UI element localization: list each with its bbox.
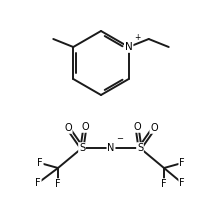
Text: S: S [137, 143, 143, 153]
Text: +: + [134, 33, 140, 42]
Text: F: F [179, 178, 185, 188]
Text: −: − [116, 134, 123, 143]
Text: F: F [161, 179, 167, 189]
Text: F: F [55, 179, 61, 189]
Text: O: O [81, 122, 89, 132]
Text: F: F [35, 178, 41, 188]
Text: O: O [64, 123, 72, 133]
Text: O: O [133, 122, 141, 132]
Text: N: N [107, 143, 115, 153]
Text: S: S [79, 143, 85, 153]
Text: F: F [179, 158, 185, 168]
Text: O: O [150, 123, 158, 133]
Text: N: N [125, 42, 133, 52]
Text: F: F [37, 158, 43, 168]
